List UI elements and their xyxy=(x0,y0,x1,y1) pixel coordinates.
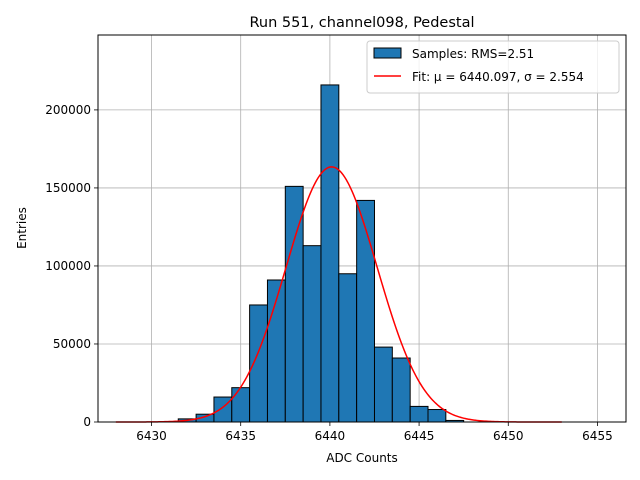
legend-fit-label: Fit: μ = 6440.097, σ = 2.554 xyxy=(412,70,584,84)
legend-histogram-swatch xyxy=(373,47,402,59)
x-tick-label: 6445 xyxy=(404,429,435,443)
x-tick-label: 6435 xyxy=(225,429,256,443)
legend: Samples: RMS=2.51 Fit: μ = 6440.097, σ =… xyxy=(366,40,620,94)
histogram-bar xyxy=(320,84,340,423)
plot-frame xyxy=(97,34,627,423)
y-axis-ticks: 0 50000 100000 150000 200000 xyxy=(45,103,98,429)
y-tick-label: 0 xyxy=(83,415,91,429)
chart-title: Run 551, channel098, Pedestal xyxy=(249,15,474,31)
y-tick-label: 50000 xyxy=(53,337,91,351)
fit-curve-layer xyxy=(115,166,562,423)
histogram-bar xyxy=(231,387,251,423)
histogram-bar xyxy=(249,304,268,423)
y-tick-label: 150000 xyxy=(45,181,91,195)
y-tick-label: 200000 xyxy=(45,103,91,117)
x-tick-label: 6440 xyxy=(315,429,346,443)
x-tick-label: 6450 xyxy=(493,429,524,443)
histogram-bar xyxy=(427,409,447,423)
histogram-bar xyxy=(391,357,411,423)
x-axis-ticks: 6430 6435 6440 6445 6450 6455 xyxy=(136,422,613,443)
x-tick-label: 6430 xyxy=(136,429,167,443)
histogram-bar xyxy=(373,346,393,423)
y-axis-label: Entries xyxy=(15,207,29,249)
histogram-bar xyxy=(409,405,429,423)
fit-curve xyxy=(115,166,562,423)
legend-histogram-label: Samples: RMS=2.51 xyxy=(412,47,534,61)
legend-box xyxy=(366,40,620,94)
histogram-bar xyxy=(338,273,358,423)
y-tick-label: 100000 xyxy=(45,259,91,273)
x-tick-label: 6455 xyxy=(582,429,613,443)
histogram-bar xyxy=(356,199,375,423)
histogram-bar xyxy=(302,245,322,423)
x-axis-label: ADC Counts xyxy=(326,451,398,465)
